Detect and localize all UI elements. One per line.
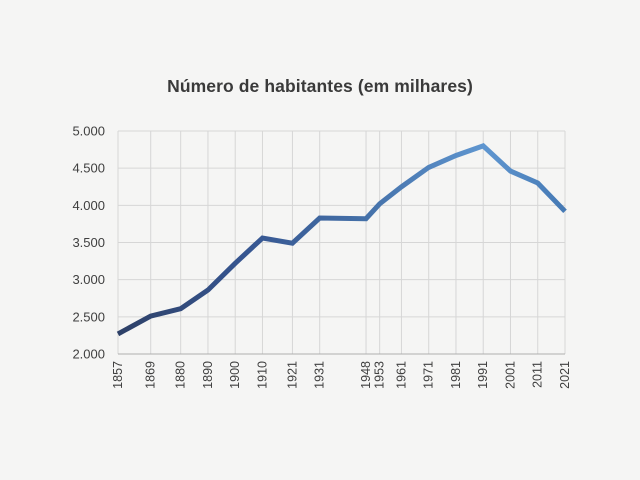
x-tick-label: 1910 <box>255 361 269 389</box>
population-data-line <box>116 143 567 337</box>
y-tick-label: 3.000 <box>72 272 105 287</box>
x-tick-label: 1931 <box>313 361 327 389</box>
x-tick-label: 1890 <box>201 361 215 389</box>
x-tick-label: 1961 <box>394 361 408 389</box>
x-tick-label: 1971 <box>422 361 436 389</box>
x-tick-label: 1981 <box>449 361 463 389</box>
y-tick-label: 4.500 <box>72 161 105 176</box>
x-tick-label: 1857 <box>111 361 125 389</box>
x-tick-label: 1900 <box>228 361 242 389</box>
x-tick-label: 2021 <box>558 361 572 389</box>
x-tick-label: 2001 <box>503 361 517 389</box>
x-tick-label: 1869 <box>144 361 158 389</box>
x-tick-label: 1948 <box>359 361 373 389</box>
y-tick-label: 5.000 <box>72 124 105 139</box>
x-tick-label: 1921 <box>285 361 299 389</box>
y-tick-label: 2.500 <box>72 309 105 324</box>
x-tick-label: 1880 <box>174 361 188 389</box>
y-tick-label: 2.000 <box>72 347 105 362</box>
x-tick-label: 1953 <box>373 361 387 389</box>
x-tick-label: 1991 <box>476 361 490 389</box>
y-tick-label: 3.500 <box>72 235 105 250</box>
x-tick-label: 2011 <box>531 361 545 388</box>
y-tick-label: 4.000 <box>72 198 105 213</box>
chart-title: Número de habitantes (em milhares) <box>167 76 473 96</box>
